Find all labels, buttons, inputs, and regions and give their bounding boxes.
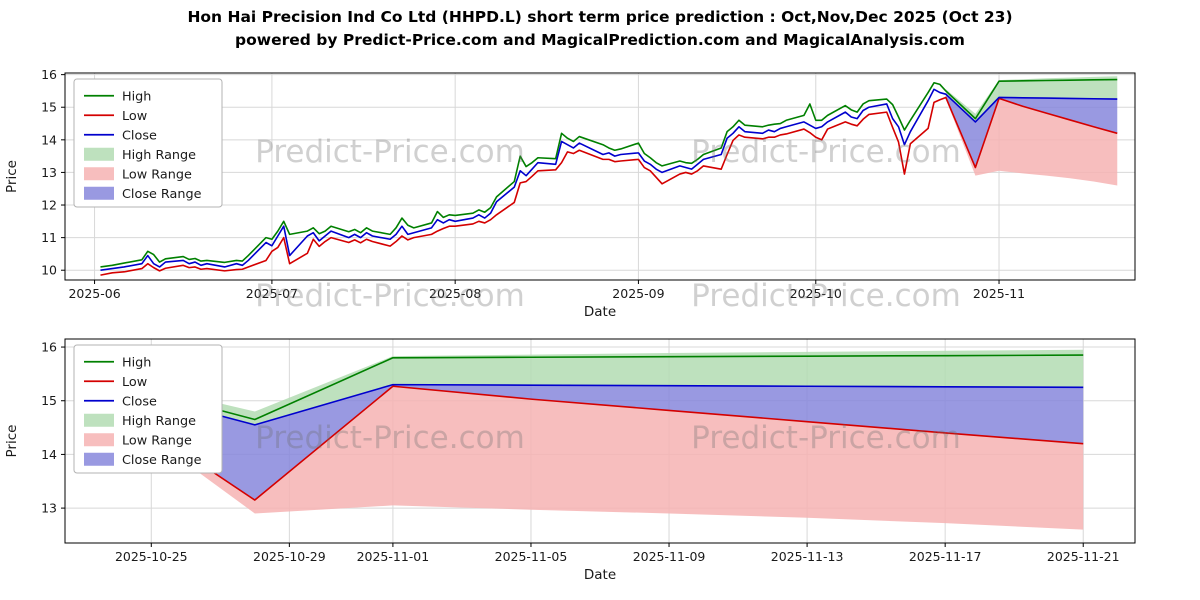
page-subtitle: powered by Predict-Price.com and Magical… — [235, 31, 965, 49]
y-tick-label: 15 — [41, 393, 57, 408]
low-range-band — [945, 97, 1118, 186]
legend-label: Close Range — [122, 453, 202, 468]
y-tick-label: 15 — [41, 100, 57, 115]
y-tick-label: 11 — [41, 230, 57, 245]
x-tick-label: 2025-11 — [973, 286, 1025, 301]
y-tick-label: 13 — [41, 165, 57, 180]
low-range-band — [82, 384, 1084, 530]
legend-label: High — [122, 355, 151, 370]
x-tick-label: 2025-10-25 — [115, 549, 188, 564]
legend-label: Close Range — [122, 187, 202, 202]
x-tick-label: 2025-09 — [612, 286, 664, 301]
x-tick-label: 2025-11-05 — [495, 549, 568, 564]
y-tick-label: 12 — [41, 198, 57, 213]
high-range-band — [82, 349, 1084, 425]
close-line — [100, 88, 1118, 272]
x-tick-label: 2025-10 — [790, 286, 842, 301]
legend-patch-sample — [84, 452, 114, 466]
y-tick-label: 16 — [41, 340, 57, 355]
close-range-band — [82, 379, 1084, 501]
legend-patch-sample — [84, 147, 114, 161]
forecast-zoom-chart: 13 14 15 16 2025-10-25 2025-10-29 2025-11-01 20… — [4, 338, 1136, 583]
page-title: Hon Hai Precision Ind Co Ltd (HHPD.L) sh… — [187, 8, 1013, 26]
y-tick-label: 10 — [41, 263, 57, 278]
x-axis-label: Date — [584, 567, 616, 583]
legend-patch-sample — [84, 433, 114, 447]
x-tick-label: 2025-06 — [68, 286, 120, 301]
y-tick-label: 14 — [41, 132, 57, 147]
legend-label: High Range — [122, 414, 196, 429]
legend-label: Low — [122, 109, 147, 124]
x-tick-label: 2025-11-17 — [909, 549, 982, 564]
x-axis-label: Date — [584, 304, 616, 318]
x-tick-label: 2025-08 — [429, 286, 481, 301]
legend-label: Close — [122, 128, 157, 143]
x-tick-label: 2025-11-09 — [633, 549, 706, 564]
low-line — [81, 383, 1084, 501]
legend-patch-sample — [84, 186, 114, 200]
x-tick-label: 2025-11-21 — [1047, 549, 1120, 564]
x-tick-label: 2025-07 — [246, 286, 298, 301]
legend-label: Close — [122, 394, 157, 409]
plot-border — [64, 72, 1136, 281]
y-axis-label: Price — [4, 425, 20, 458]
y-axis-label: Price — [4, 160, 20, 193]
legend-patch-sample — [84, 413, 114, 427]
high-line — [82, 354, 1084, 421]
legend-label: High — [122, 89, 151, 104]
legend-label: Low Range — [122, 167, 192, 182]
x-tick-label: 2025-11-01 — [357, 549, 430, 564]
y-tick-label: 16 — [41, 67, 57, 82]
legend-patch-sample — [84, 167, 114, 181]
legend-label: Low Range — [122, 433, 192, 448]
high-line — [100, 78, 1118, 268]
close-line — [82, 378, 1084, 426]
high-range-band — [945, 76, 1118, 122]
low-line — [100, 96, 1118, 276]
y-tick-label: 13 — [41, 501, 57, 516]
close-range-band — [945, 94, 1118, 168]
x-tick-label: 2025-10-29 — [253, 549, 326, 564]
legend-label: Low — [122, 375, 147, 390]
price-history-forecast-chart: 10 11 12 13 14 15 16 2025-06 2025-07 2025-08 2025-… — [4, 67, 1136, 318]
legend-label: High Range — [122, 148, 196, 163]
x-tick-label: 2025-11-13 — [771, 549, 844, 564]
plot-border — [64, 338, 1136, 544]
y-tick-label: 14 — [41, 447, 57, 462]
